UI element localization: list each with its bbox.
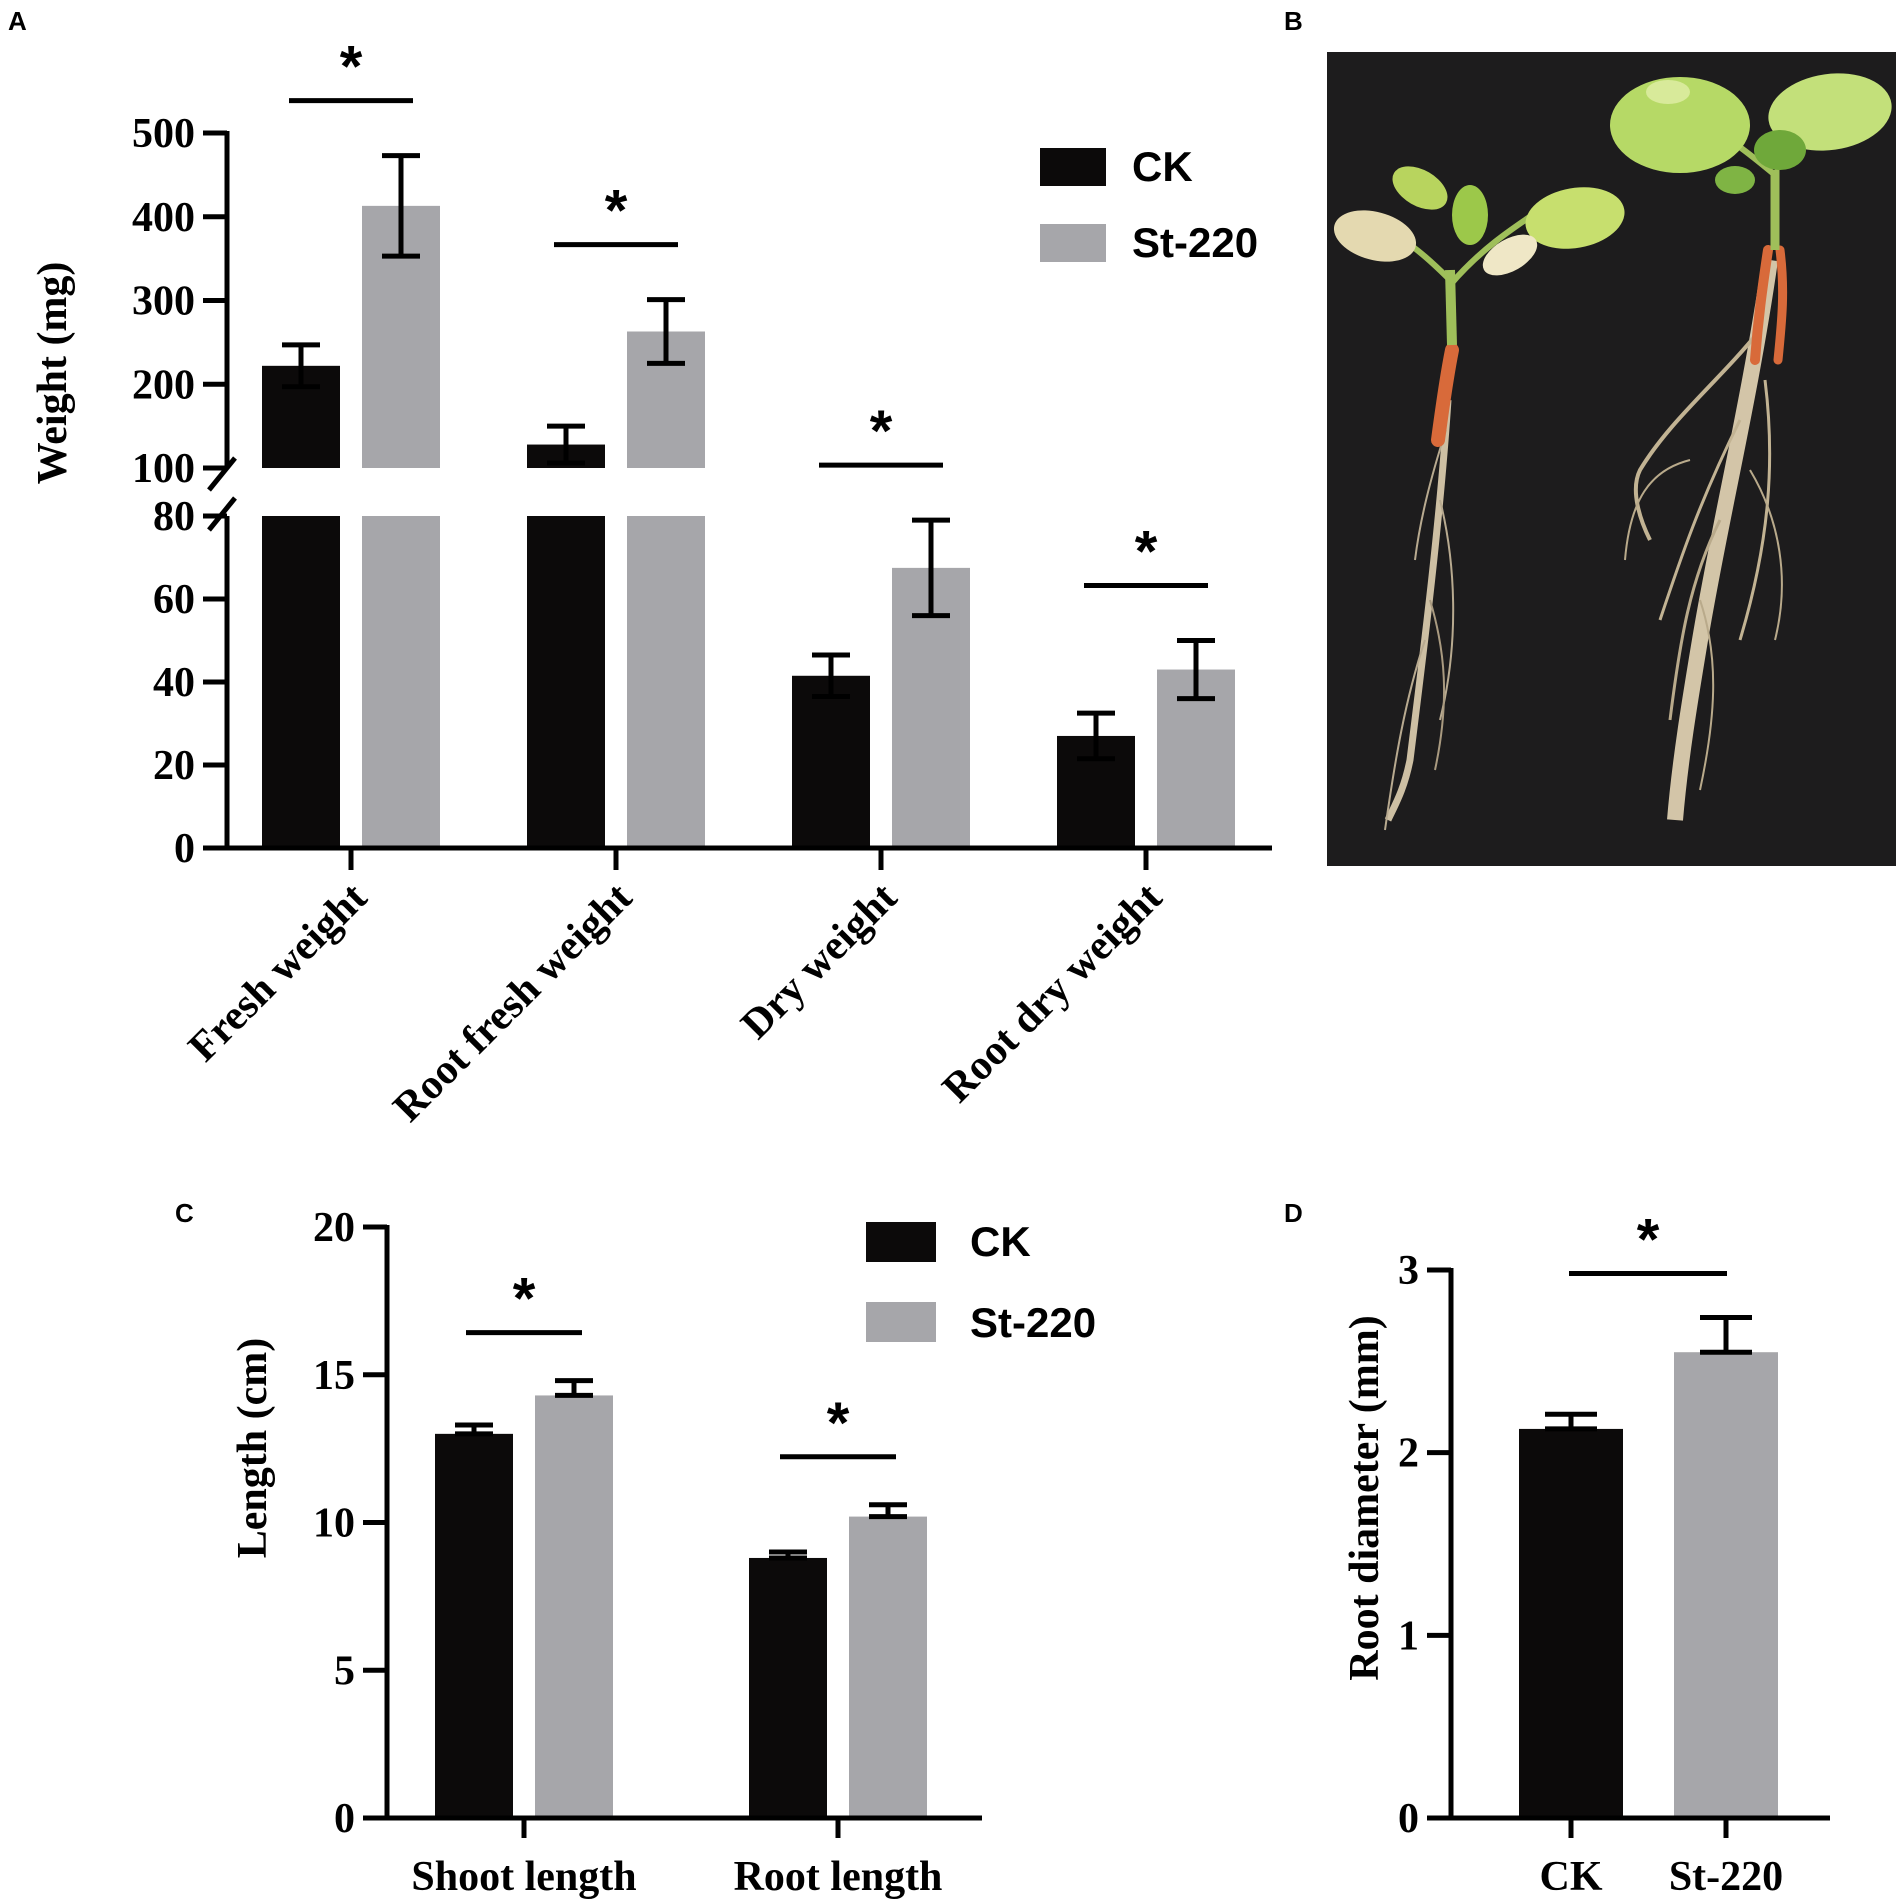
y-tick-label-15: 15 [313,1353,355,1399]
y-tick-label-500: 500 [132,111,195,157]
bar-dry-weight-ck [792,675,870,848]
chart-c-error-bars [455,1378,907,1561]
legend-swatch-st220 [866,1302,936,1342]
legend-label-ck: CK [970,1218,1031,1265]
chart-a-error-bars [282,153,1215,762]
chart-a-legend: CK St-220 [1040,143,1258,266]
chart-c-legend: CK St-220 [866,1218,1096,1346]
y-tick-label-200: 200 [132,362,195,408]
chart-a-significance: * * * * [289,35,1208,588]
chart-c-y-axis-title: Length (cm) [230,1338,276,1558]
y-tick-label-80: 80 [153,494,195,540]
x-tick-label-3: Root dry weight [934,875,1171,1112]
y-tick-label-40: 40 [153,660,195,706]
chart-c-bars [435,1395,927,1818]
significance-root-fresh-weight-star: * [605,179,628,244]
legend-label-st220: St-220 [1132,219,1258,266]
y-tick-label-0: 0 [1398,1796,1419,1842]
y-tick-label-0: 0 [174,826,195,872]
significance-dry-weight-star: * [870,399,893,464]
bar-fresh-weight-ck-lower [262,516,340,848]
y-tick-label-1: 1 [1398,1613,1419,1659]
bar-root-length-st220 [849,1516,927,1818]
legend-swatch-ck [1040,148,1106,186]
y-tick-label-5: 5 [334,1648,355,1694]
x-tick-label-1: Root fresh weight [385,875,641,1131]
legend-swatch-ck [866,1222,936,1262]
y-tick-label-2: 2 [1398,1431,1419,1477]
significance-root-dry-weight-star: * [1135,520,1158,585]
bar-root-length-ck [749,1557,827,1818]
significance-shoot-length-star: * [513,1267,536,1332]
x-tick-label-2: Dry weight [732,875,906,1049]
y-tick-label-20: 20 [313,1205,355,1251]
x-tick-label-0: Fresh weight [180,875,376,1071]
y-tick-label-100: 100 [132,446,195,492]
chart-d-y-ticks: 0 1 2 3 [1398,1248,1451,1842]
bar-root-diameter-st220 [1674,1352,1778,1818]
legend-label-ck: CK [1132,143,1193,190]
y-tick-label-3: 3 [1398,1248,1419,1294]
legend-label-st220: St-220 [970,1299,1096,1346]
bar-root-diameter-ck [1519,1428,1623,1818]
y-tick-label-60: 60 [153,577,195,623]
chart-a-x-tick-labels: Fresh weight Root fresh weight Dry weight R… [180,875,1171,1131]
chart-a-y-axis-title: Weight (mg) [30,262,76,485]
plant-photo [1327,52,1896,866]
significance-root-diameter-star: * [1637,1207,1660,1272]
significance-fresh-weight-star: * [340,35,363,100]
chart-d-x-tick-labels: CK St-220 [1540,1854,1784,1900]
x-tick-label-1: Root length [734,1854,943,1900]
panel-letter-a: A [8,6,27,36]
y-tick-label-300: 300 [132,279,195,325]
y-tick-label-0: 0 [334,1796,355,1842]
y-tick-label-400: 400 [132,195,195,241]
x-tick-label-0: CK [1540,1854,1603,1900]
bar-shoot-length-st220 [535,1395,613,1818]
chart-c-significance: ** [466,1267,896,1460]
y-tick-label-20: 20 [153,743,195,789]
bar-root-fresh-weight-st220-lower [627,516,705,848]
legend-swatch-st220 [1040,224,1106,262]
chart-a-bars [262,205,1235,848]
chart-c-y-ticks: 0 5 10 15 20 [313,1205,387,1842]
chart-c-x-tick-labels: Shoot length Root length [411,1854,942,1900]
chart-d-axes [1448,1268,1830,1838]
chart-d-significance: * [1569,1207,1727,1276]
y-tick-label-10: 10 [313,1501,355,1547]
chart-d-y-axis-title: Root diameter (mm) [1342,1315,1388,1680]
bar-root-fresh-weight-ck-lower [527,516,605,848]
panel-letter-b: B [1284,6,1303,36]
chart-d-error-bars [1545,1314,1752,1432]
bar-shoot-length-ck [435,1433,513,1818]
x-tick-label-0: Shoot length [411,1854,636,1900]
panel-letter-c: C [175,1198,194,1228]
chart-d-bars [1519,1352,1778,1818]
plant-ck-illustration [1333,166,1625,831]
chart-root-diameter: * 0 1 2 3 CK St-220 Root diameter (mm) [1342,1207,1830,1900]
chart-c-axes [384,1225,982,1838]
plant-st220-illustration [1610,73,1892,821]
x-tick-label-1: St-220 [1669,1854,1783,1900]
bar-fresh-weight-st220-lower [362,516,440,848]
axis-break-mark-upper [207,456,237,492]
significance-root-length-star: * [827,1391,850,1456]
panel-letter-d: D [1284,1198,1303,1228]
